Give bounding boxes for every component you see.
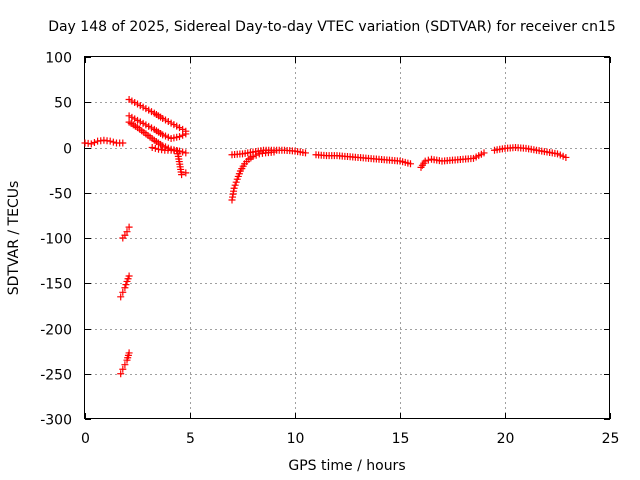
point-spike-c bbox=[121, 361, 129, 369]
y-tick-label: 0 bbox=[63, 142, 72, 158]
point-arc-middle bbox=[182, 130, 190, 138]
axis-ticks: 0 5 10 15 20 25 100 50 0 -50 -100 -150 -200 -250 -300 bbox=[40, 51, 619, 448]
point-spike-c bbox=[119, 365, 127, 373]
point-small-fill bbox=[151, 144, 159, 152]
x-tick-label: 0 bbox=[81, 431, 90, 447]
point-early bbox=[106, 137, 114, 145]
x-tick-label: 25 bbox=[602, 431, 620, 447]
y-tick-label: -50 bbox=[49, 187, 72, 203]
x-tick-label: 20 bbox=[497, 431, 515, 447]
point-arc-lower bbox=[182, 149, 190, 157]
point-spike-a bbox=[125, 223, 133, 231]
y-tick-label: 100 bbox=[45, 51, 72, 67]
point-flat-a bbox=[302, 149, 309, 157]
point-spike-b bbox=[117, 293, 125, 301]
data-points bbox=[81, 96, 570, 378]
point-mid bbox=[421, 157, 429, 165]
y-axis-label: SDTVAR / TECUs bbox=[6, 181, 22, 296]
point-spike-c bbox=[117, 370, 125, 378]
point-small bbox=[148, 144, 156, 151]
point-early-fill bbox=[109, 138, 117, 146]
point-early bbox=[87, 140, 95, 148]
grid bbox=[85, 57, 610, 419]
y-tick-label: -250 bbox=[40, 368, 72, 384]
y-tick-label: -300 bbox=[40, 413, 72, 429]
point-spike-a bbox=[121, 231, 129, 239]
point-arc-middle-fill bbox=[179, 131, 187, 139]
point-spike-b bbox=[119, 288, 127, 296]
point-small bbox=[178, 171, 186, 179]
point-early bbox=[119, 139, 127, 147]
x-tick-label: 10 bbox=[287, 431, 305, 447]
y-tick-label: -150 bbox=[40, 277, 72, 293]
point-flat-b bbox=[407, 160, 414, 168]
point-small bbox=[182, 169, 190, 177]
y-tick-label: -100 bbox=[40, 232, 72, 248]
plot-frame bbox=[84, 56, 610, 419]
point-spike-b bbox=[125, 272, 133, 280]
point-rise-fill bbox=[232, 178, 240, 186]
y-tick-label: -200 bbox=[40, 323, 72, 339]
x-tick-label: 15 bbox=[392, 431, 410, 447]
point-spike-b bbox=[121, 284, 129, 292]
point-late bbox=[562, 153, 570, 161]
point-spike-c bbox=[125, 349, 133, 357]
point-spike-a bbox=[123, 228, 131, 236]
point-arc-lower-fill bbox=[179, 148, 187, 156]
point-rise bbox=[230, 184, 238, 192]
y-tick-label: 50 bbox=[54, 96, 72, 112]
point-arc-middle bbox=[176, 133, 183, 141]
point-spike-b-fill bbox=[122, 281, 130, 289]
x-axis-label: GPS time / hours bbox=[288, 458, 405, 474]
point-early-fill bbox=[90, 139, 98, 147]
point-mid bbox=[480, 149, 488, 157]
x-tick-label: 5 bbox=[186, 431, 195, 447]
point-rise-fill bbox=[231, 181, 239, 189]
chart-title: Day 148 of 2025, Sidereal Day-to-day VTE… bbox=[48, 19, 616, 35]
